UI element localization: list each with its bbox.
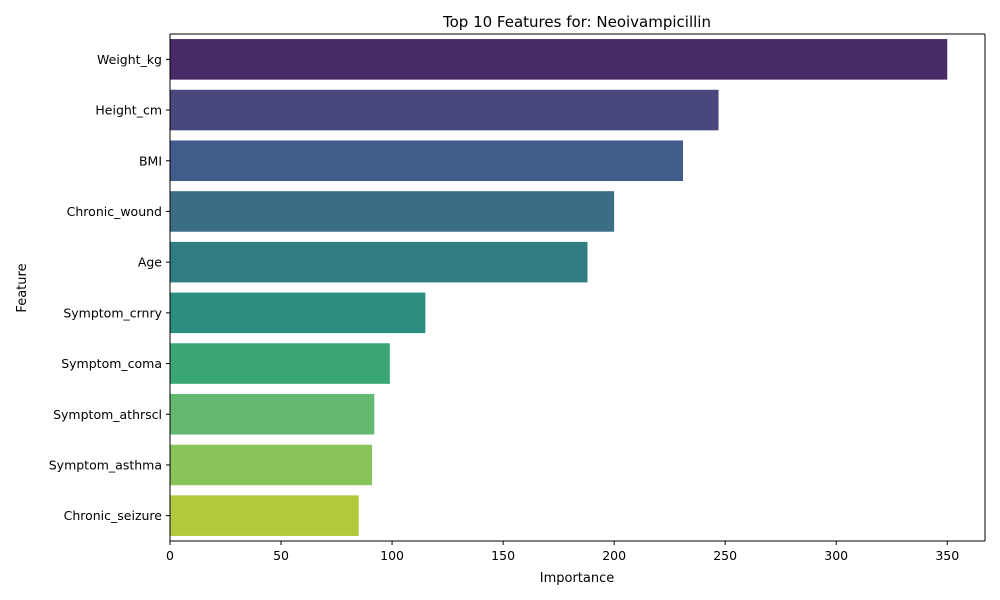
x-axis-label: Importance	[540, 571, 615, 586]
y-tick-label: Height_cm	[95, 103, 162, 118]
y-tick-label: Symptom_athrscl	[53, 407, 162, 422]
bar-Chronic_wound	[170, 191, 615, 232]
bar-Symptom_coma	[170, 343, 390, 384]
bar-BMI	[170, 140, 683, 182]
y-tick-label: Symptom_coma	[61, 356, 162, 371]
y-tick-label: BMI	[139, 153, 162, 168]
bar-Chronic_seizure	[170, 495, 359, 536]
x-tick-label: 300	[824, 548, 848, 563]
x-tick-label: 100	[380, 548, 404, 563]
x-tick-label: 250	[713, 548, 737, 563]
bar-Symptom_asthma	[170, 444, 373, 486]
bar-Height_cm	[170, 89, 719, 131]
bar-Symptom_crnry	[170, 292, 426, 334]
x-tick-label: 350	[935, 548, 959, 563]
y-axis-ticks: Weight_kg Height_cm BMI Chronic_wound Age Sym…	[49, 52, 170, 523]
x-axis-ticks: 0 50 100 150 200 250 300 350	[166, 541, 959, 563]
y-tick-label: Age	[138, 255, 162, 270]
y-axis-label: Feature	[15, 263, 30, 312]
bars-group	[170, 39, 948, 536]
y-tick-label: Chronic_wound	[67, 204, 162, 219]
bar-Weight_kg	[170, 39, 948, 80]
x-tick-label: 0	[166, 548, 174, 563]
x-tick-label: 150	[491, 548, 515, 563]
bar-Symptom_athrscl	[170, 393, 375, 435]
y-tick-label: Chronic_seizure	[64, 508, 163, 523]
y-tick-label: Weight_kg	[97, 52, 162, 67]
bar-Age	[170, 241, 588, 283]
x-tick-label: 200	[602, 548, 626, 563]
y-tick-label: Symptom_asthma	[49, 457, 162, 472]
x-tick-label: 50	[273, 548, 289, 563]
y-tick-label: Symptom_crnry	[63, 305, 162, 320]
chart-title: Top 10 Features for: Neoivampicillin	[442, 13, 711, 31]
